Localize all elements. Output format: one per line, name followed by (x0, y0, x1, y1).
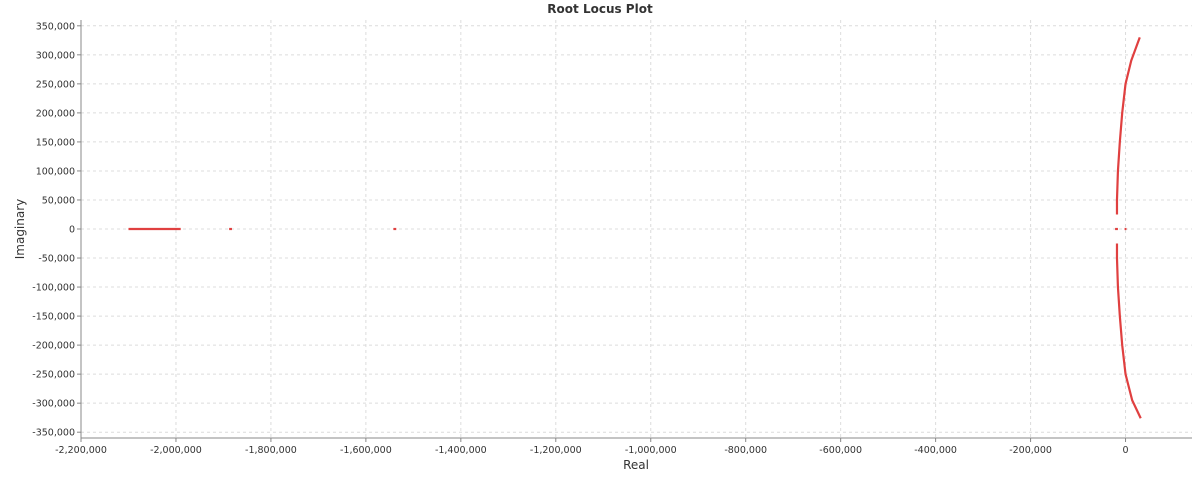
x-tick-label: -2,000,000 (150, 445, 202, 456)
y-tick-label: 200,000 (36, 108, 75, 119)
x-tick-label: -1,000,000 (625, 445, 677, 456)
x-tick-label: -200,000 (1009, 445, 1052, 456)
x-tick-label: -1,600,000 (340, 445, 392, 456)
y-tick-label: -100,000 (32, 283, 75, 294)
data-layer (128, 37, 1142, 419)
y-tick-label: 300,000 (36, 50, 75, 61)
x-ticks: -2,200,000 -2,000,000 -1,800,000 -1,600,000… (55, 438, 1129, 456)
x-tick-label: -1,200,000 (530, 445, 582, 456)
x-tick-label: 0 (1123, 445, 1129, 456)
y-tick-label: 150,000 (36, 137, 75, 148)
locus-lower-complex-branch (1115, 243, 1142, 419)
x-tick-label: -800,000 (724, 445, 767, 456)
y-tick-label: -350,000 (32, 428, 75, 439)
y-tick-label: 100,000 (36, 166, 75, 177)
y-tick-label: 0 (69, 225, 75, 236)
y-tick-label: 350,000 (36, 21, 75, 32)
locus-upper-complex-branch (1115, 37, 1141, 215)
y-tick-label: 250,000 (36, 79, 75, 90)
y-tick-label: -250,000 (32, 370, 75, 381)
x-tick-label: -2,200,000 (55, 445, 107, 456)
x-tick-label: -600,000 (819, 445, 862, 456)
grid-layer (81, 20, 1192, 438)
y-tick-label: 50,000 (42, 195, 75, 206)
x-tick-label: -1,800,000 (245, 445, 297, 456)
y-axis-label: Imaginary (13, 199, 27, 260)
y-tick-label: -50,000 (38, 254, 75, 265)
x-axis-label: Real (623, 458, 649, 472)
x-tick-label: -400,000 (914, 445, 957, 456)
x-tick-label: -1,400,000 (435, 445, 487, 456)
y-tick-label: -150,000 (32, 312, 75, 323)
chart-title: Root Locus Plot (547, 2, 653, 16)
y-tick-label: -300,000 (32, 399, 75, 410)
y-ticks: 350,000 300,000 250,000 200,000 150,000 100,0… (32, 21, 81, 439)
y-tick-label: -200,000 (32, 341, 75, 352)
